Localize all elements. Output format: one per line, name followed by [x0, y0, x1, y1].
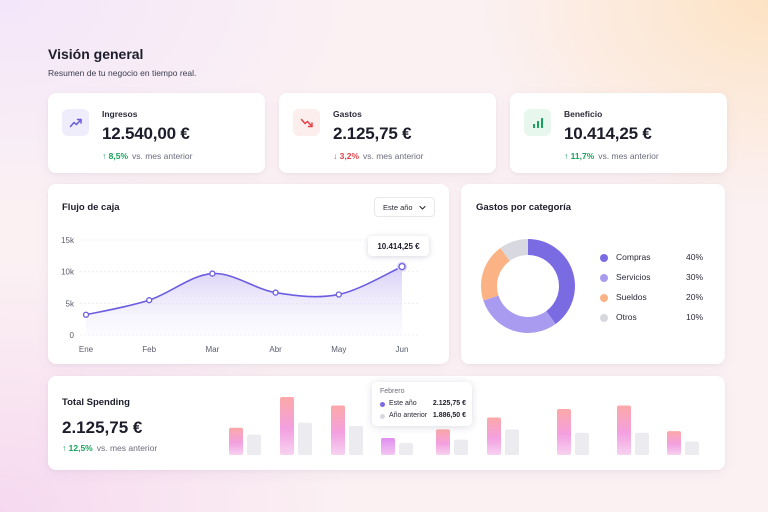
legend-dot	[600, 274, 608, 282]
bar-chart-icon	[524, 109, 551, 136]
legend-item: Compras 40%	[600, 252, 710, 264]
spending-tooltip-value: 2.125,75 €	[432, 400, 466, 407]
legend-dot	[380, 414, 385, 419]
period-select-value: Este año	[383, 202, 413, 212]
legend-value: 40%	[685, 252, 703, 262]
spending-tooltip: Febrero Este año 2.125,75 € Año anterior…	[372, 382, 472, 426]
legend-value: 30%	[685, 272, 703, 282]
kpi-comparison: vs. mes anterior	[132, 151, 193, 161]
legend-label: Servicios	[616, 272, 651, 282]
spending-delta-value: 12,5%	[68, 443, 93, 453]
chevron-down-icon	[419, 205, 426, 210]
kpi-delta: ↓ 3,2% vs. mes anterior	[333, 151, 423, 161]
legend-item: Otros 10%	[600, 312, 710, 324]
legend-item: Sueldos 20%	[600, 292, 710, 304]
trending-down-icon	[293, 109, 320, 136]
legend-value: 20%	[685, 292, 703, 302]
cashflow-tooltip: 10.414,25 €	[368, 236, 429, 256]
spending-tooltip-month: Febrero	[380, 388, 405, 395]
spending-tooltip-label: Año anterior	[389, 412, 428, 419]
kpi-label: Gastos	[333, 109, 362, 119]
trending-up-icon	[62, 109, 89, 136]
period-select[interactable]: Este año	[374, 197, 435, 217]
arrow-down-icon: ↓	[333, 151, 340, 161]
kpi-card-ingresos[interactable]: Ingresos 12.540,00 € ↑ 8,5% vs. mes anter…	[48, 93, 265, 173]
page-title: Visión general	[48, 46, 144, 62]
kpi-delta: ↑ 8,5% vs. mes anterior	[102, 151, 192, 161]
legend-dot	[600, 294, 608, 302]
arrow-up-icon: ↑	[564, 151, 571, 161]
kpi-value: 2.125,75 €	[333, 124, 412, 143]
legend-dot	[600, 254, 608, 262]
arrow-up-icon: ↑	[62, 443, 69, 453]
spending-tooltip-row: Este año 2.125,75 €	[380, 400, 466, 410]
kpi-label: Ingresos	[102, 109, 138, 119]
arrow-up-icon: ↑	[102, 151, 109, 161]
spending-tooltip-value: 1.886,50 €	[432, 412, 466, 419]
legend-label: Otros	[616, 312, 637, 322]
kpi-comparison: vs. mes anterior	[363, 151, 424, 161]
legend-dot	[600, 314, 608, 322]
legend-item: Servicios 30%	[600, 272, 710, 284]
kpi-card-beneficio[interactable]: Beneficio 10.414,25 € ↑ 11,7% vs. mes ant…	[510, 93, 727, 173]
kpi-delta-value: 11,7%	[570, 151, 595, 161]
kpi-comparison: vs. mes anterior	[598, 151, 659, 161]
legend-value: 10%	[685, 312, 703, 322]
spending-comparison: vs. mes anterior	[96, 443, 158, 453]
kpi-delta: ↑ 11,7% vs. mes anterior	[564, 151, 659, 161]
kpi-card-gastos[interactable]: Gastos 2.125,75 € ↓ 3,2% vs. mes anterior	[279, 93, 496, 173]
kpi-value: 12.540,00 €	[102, 124, 190, 143]
spending-delta: ↑ 12,5% vs. mes anterior	[62, 443, 157, 453]
spending-title: Total Spending	[62, 397, 130, 408]
spending-tooltip-label: Este año	[389, 400, 417, 407]
legend-label: Sueldos	[616, 292, 647, 302]
kpi-label: Beneficio	[564, 109, 603, 119]
kpi-delta-value: 8,5%	[108, 151, 128, 161]
legend-dot	[380, 402, 385, 407]
legend-label: Compras	[616, 252, 651, 262]
page-subtitle: Resumen de tu negocio en tiempo real.	[48, 68, 197, 78]
cashflow-title: Flujo de caja	[62, 202, 120, 213]
category-title: Gastos por categoría	[476, 202, 572, 213]
spending-tooltip-row: Año anterior 1.886,50 €	[380, 412, 466, 422]
kpi-delta-value: 3,2%	[339, 151, 359, 161]
kpi-value: 10.414,25 €	[564, 124, 652, 143]
spending-value: 2.125,75 €	[62, 418, 143, 437]
